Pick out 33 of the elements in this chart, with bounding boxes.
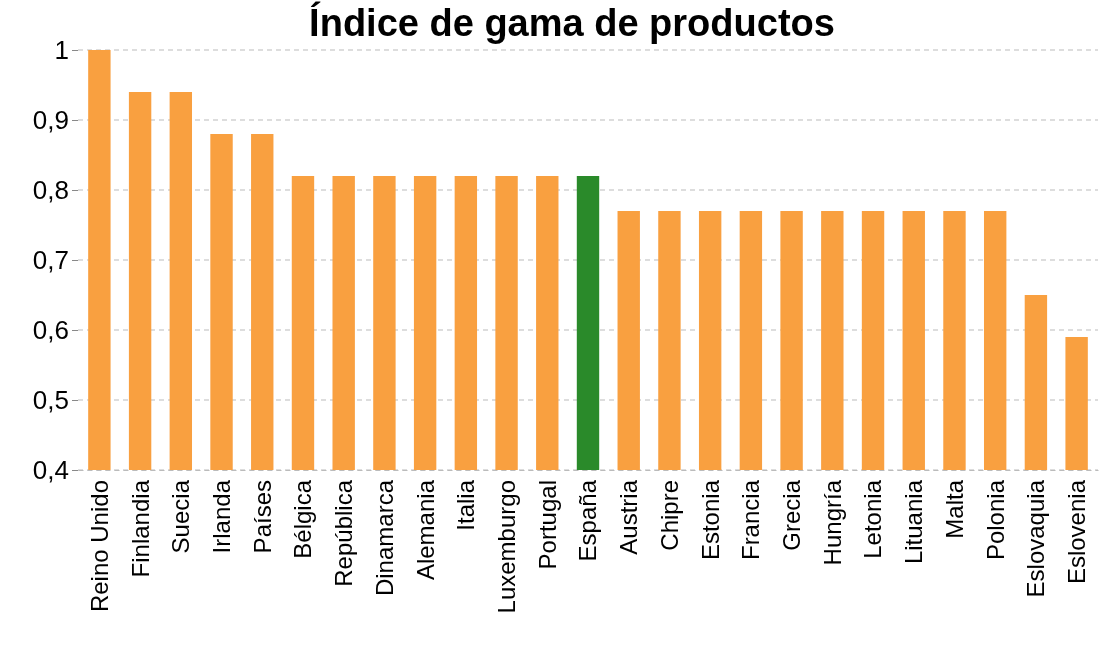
x-tick-label: Dinamarca <box>370 479 398 597</box>
x-tick-label: República <box>330 479 358 587</box>
y-tick-label: 1 <box>54 34 69 65</box>
x-tick-label: Países <box>248 480 276 554</box>
x-tick-label: Letonia <box>859 479 887 559</box>
y-tick-label: 0,8 <box>32 174 69 205</box>
x-tick-label: Bélgica <box>289 479 317 559</box>
x-tick-label: Portugal <box>533 480 561 570</box>
y-tick-label: 0,9 <box>32 104 69 135</box>
chart-title: Índice de gama de productos <box>309 1 835 44</box>
x-tick-label: Suecia <box>167 479 195 554</box>
y-tick-label: 0,6 <box>32 314 69 345</box>
y-tick-label: 0,7 <box>32 244 69 275</box>
x-tick-label: Malta <box>940 479 968 539</box>
x-tick-label: España <box>574 479 602 562</box>
x-tick-label: Austria <box>615 479 643 555</box>
x-tick-label: Reino Unido <box>85 480 113 613</box>
x-tick-label: Chipre <box>655 480 683 551</box>
x-tick-label: Finlandia <box>126 479 154 578</box>
x-tick-label: Lituania <box>900 479 928 565</box>
x-tick-label: Hungría <box>818 479 846 566</box>
x-tick-label: Alemania <box>411 479 439 581</box>
y-tick-label: 0,5 <box>32 384 69 415</box>
x-tick-label: Francia <box>737 479 765 561</box>
x-tick-label: Eslovenia <box>1063 479 1091 585</box>
x-tick-label: Grecia <box>777 479 805 551</box>
x-tick-label: Eslovaquia <box>1022 479 1050 598</box>
x-tick-label: Italia <box>452 479 480 531</box>
x-tick-label: Polonia <box>981 479 1009 561</box>
x-tick-label: Estonia <box>696 479 724 561</box>
y-tick-label: 0,4 <box>32 454 69 485</box>
x-tick-label: Luxemburgo <box>492 480 520 614</box>
x-tick-label: Irlanda <box>207 479 235 554</box>
